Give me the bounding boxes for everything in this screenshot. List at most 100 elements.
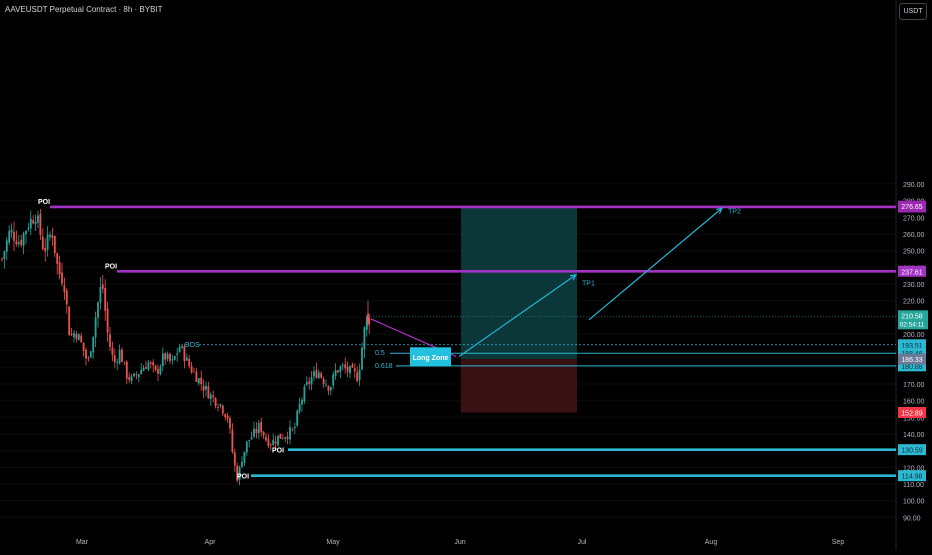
candle-body <box>173 356 176 360</box>
price-axis-tick: 250.00 <box>903 249 925 256</box>
candle-body <box>109 334 111 347</box>
candle-body <box>154 365 157 370</box>
price-tag-text: 114.98 <box>902 474 923 481</box>
price-tag-bg <box>898 406 926 418</box>
candle-body <box>3 251 6 260</box>
price-tag-bg <box>898 353 926 365</box>
fib-label: 0.5 <box>375 350 385 357</box>
stop-zone <box>461 359 577 413</box>
candle-body <box>8 230 11 243</box>
candle-body <box>257 423 260 434</box>
candle-body <box>293 427 296 429</box>
time-axis-label: Jun <box>454 539 465 546</box>
candle-body <box>34 221 37 224</box>
candle-body <box>255 428 258 433</box>
time-axis-label: Jul <box>578 539 587 546</box>
candle-body <box>89 351 92 358</box>
candle-body <box>272 439 275 446</box>
price-tag-text: 237.61 <box>901 269 923 276</box>
candle-body <box>130 376 133 381</box>
candle-body <box>5 240 8 252</box>
candle-body <box>13 231 15 241</box>
candle-body <box>65 290 68 305</box>
candle-body <box>140 369 143 374</box>
candle-body <box>164 353 167 360</box>
price-axis-tick: 90.00 <box>903 515 921 522</box>
currency-button[interactable]: USDT <box>899 3 927 20</box>
candle-body <box>32 220 35 224</box>
candle-body <box>214 398 217 406</box>
candle-body <box>308 381 311 384</box>
candle-body <box>197 378 200 384</box>
candle-body <box>221 405 224 414</box>
time-axis-label: Sep <box>832 539 845 546</box>
candle-body <box>77 334 80 341</box>
candle-body <box>87 357 90 359</box>
candle-body <box>1 258 3 260</box>
candle-body <box>344 364 347 369</box>
price-tag-bg <box>898 444 926 456</box>
candle-body <box>219 404 222 406</box>
candle-body <box>305 382 308 385</box>
candle-body <box>325 384 327 386</box>
candle-body <box>68 306 71 336</box>
candle-body <box>358 369 361 381</box>
candle-body <box>349 366 351 374</box>
candle-body <box>274 441 277 444</box>
candle-body <box>188 358 191 367</box>
candle-body <box>269 444 272 446</box>
candle-body <box>125 361 128 379</box>
candle-body <box>356 372 359 382</box>
candle-body <box>29 218 32 229</box>
candle-body <box>101 284 104 289</box>
candle-body <box>128 377 131 380</box>
poi-label: POI <box>272 448 284 455</box>
candle-body <box>27 227 30 230</box>
candle-body <box>231 429 234 452</box>
price-tag-text: 186.33 <box>901 357 923 364</box>
price-tag-bg <box>898 347 926 359</box>
chart-title: AAVEUSDT Perpetual Contract · 8h · BYBIT <box>5 5 163 14</box>
candle-body <box>15 240 18 245</box>
candle-body <box>51 235 54 239</box>
candle-body <box>99 286 102 303</box>
candle-body <box>25 230 27 234</box>
candle-body <box>320 373 323 378</box>
candle-body <box>190 366 193 373</box>
candle-body <box>70 334 73 336</box>
time-axis-label: Aug <box>705 539 718 546</box>
candle-body <box>37 215 39 223</box>
candle-body <box>310 377 313 385</box>
candle-body <box>152 362 155 366</box>
candle-body <box>169 353 171 362</box>
candle-body <box>75 333 78 339</box>
candle-body <box>205 385 207 390</box>
candle-body <box>265 436 267 441</box>
arrow-to-tp2 <box>588 207 723 321</box>
candle-body <box>181 345 183 348</box>
tp-label: TP1 <box>582 280 595 287</box>
price-axis-tick: 260.00 <box>903 232 925 239</box>
candle-body <box>289 427 291 440</box>
candle-body <box>368 318 371 325</box>
price-axis-tick: 100.00 <box>903 499 925 506</box>
candle-body <box>116 362 119 363</box>
arrow-to-tp1 <box>458 274 577 357</box>
candle-body <box>183 346 186 361</box>
time-axis-label: Mar <box>76 539 89 546</box>
candle-body <box>217 406 219 408</box>
price-tag-bg <box>898 360 926 372</box>
candle-body <box>361 347 363 370</box>
last-price-countdown: 02:54:11 <box>900 321 925 328</box>
last-price-tag-bg <box>898 310 928 330</box>
poi-label: POI <box>105 263 117 270</box>
price-tag-bg <box>898 265 926 277</box>
candle-body <box>58 261 61 275</box>
time-axis-label: Apr <box>205 539 217 546</box>
candle-body <box>193 371 195 373</box>
candle-body <box>46 234 49 250</box>
candle-body <box>341 365 344 367</box>
candle-body <box>73 332 75 338</box>
